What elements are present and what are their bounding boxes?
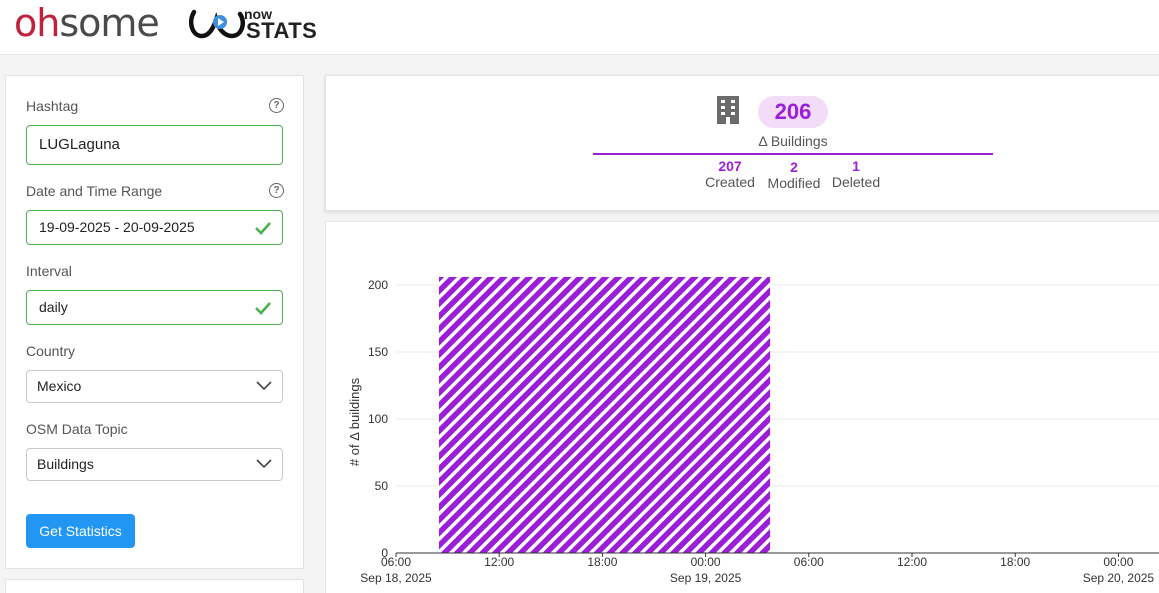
x-tick-label: 18:00 (587, 555, 617, 569)
interval-label: Interval (26, 263, 72, 279)
modified-stat: 2 Modified (767, 159, 821, 191)
chevron-down-icon (256, 459, 272, 469)
y-tick-label: 200 (368, 278, 388, 292)
secondary-panel (5, 579, 304, 593)
date-range-label: Date and Time Range (26, 183, 163, 199)
x-tick-label: 06:00 (381, 555, 411, 569)
y-tick-label: 0 (381, 546, 388, 560)
stats-summary-card: 206 Δ Buildings 207 Created 2 Modified 1… (325, 75, 1159, 211)
stats-divider (593, 153, 993, 155)
ohsome-now-logo-icon (189, 9, 245, 39)
x-tick-label: 12:00 (897, 555, 927, 569)
brand-now: now (244, 6, 272, 22)
y-axis-label: # of Δ buildings (347, 377, 362, 466)
x-tick-label: 18:00 (1000, 555, 1030, 569)
x-tick-label: 12:00 (484, 555, 514, 569)
x-tick-label: 06:00 (794, 555, 824, 569)
y-tick-label: 100 (368, 412, 388, 426)
app-header: ohsome now STATS (0, 0, 1159, 55)
x-tick-label: 00:00 (1103, 555, 1133, 569)
valid-check-icon (255, 222, 271, 235)
hashtag-label: Hashtag (26, 98, 79, 114)
interval-input[interactable]: daily (26, 290, 283, 325)
created-stat: 207 Created (705, 158, 755, 190)
filter-panel: Hashtag ? LUGLaguna Date and Time Range … (5, 75, 304, 569)
y-tick-label: 150 (368, 345, 388, 359)
valid-check-icon (255, 302, 271, 315)
deleted-stat: 1 Deleted (831, 158, 881, 190)
hashtag-help-icon[interactable]: ? (269, 98, 284, 113)
delta-buildings-label: Δ Buildings (758, 133, 828, 149)
x-tick-label: 00:00 (691, 555, 721, 569)
chart-card: 0 50 100 150 200 06:00 Sep 18, 2025 12:00 18:00 0… (325, 221, 1159, 593)
get-statistics-button[interactable]: Get Statistics (26, 514, 135, 548)
brand-stats: STATS (246, 18, 318, 43)
x-tick-date-label: Sep 18, 2025 (360, 571, 432, 585)
topic-select[interactable]: Buildings (26, 448, 283, 481)
chevron-down-icon (256, 381, 272, 391)
date-range-input[interactable]: 19-09-2025 - 20-09-2025 (26, 210, 283, 245)
date-range-help-icon[interactable]: ? (269, 183, 284, 198)
building-icon (717, 96, 739, 124)
country-label: Country (26, 343, 76, 359)
x-tick-date-label: Sep 19, 2025 (670, 571, 742, 585)
buildings-bar-chart: 0 50 100 150 200 06:00 Sep 18, 2025 12:00 18:00 0… (347, 276, 1159, 585)
topic-label: OSM Data Topic (26, 421, 128, 437)
total-count-badge: 206 (758, 96, 828, 128)
hashtag-input[interactable]: LUGLaguna (26, 125, 283, 165)
chart-bar (439, 276, 771, 553)
x-tick-date-label: Sep 20, 2025 (1083, 571, 1155, 585)
y-tick-label: 50 (375, 479, 389, 493)
brand-logo[interactable]: ohsome (14, 1, 160, 45)
country-select[interactable]: Mexico (26, 370, 283, 403)
